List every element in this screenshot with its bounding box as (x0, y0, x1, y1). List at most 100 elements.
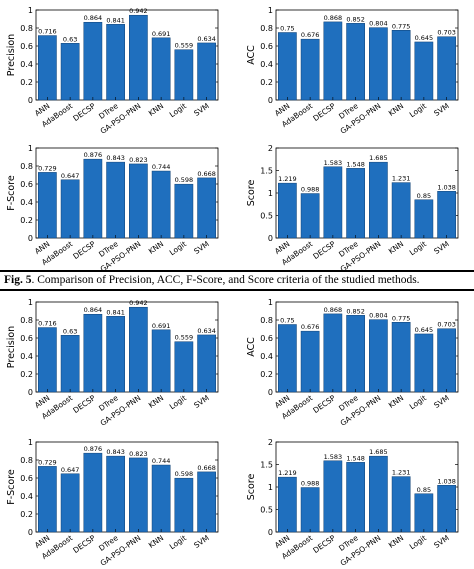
score-top-ytick-label: 2 (268, 144, 273, 153)
precision-bottom-bar (106, 316, 125, 393)
acc-bottom-ytick-label: 0.2 (260, 370, 273, 379)
precision-top-ytick-label: 1 (28, 6, 33, 15)
precision-bottom-bar-value-label: 0.841 (106, 308, 125, 316)
fscore-top-ytick-label: 0.4 (20, 198, 33, 207)
acc-top-bar-value-label: 0.645 (415, 34, 434, 42)
score-top-bar (414, 199, 434, 239)
acc-top-xtick-label: DECSP (311, 101, 337, 123)
precision-bottom-bar (197, 334, 216, 393)
acc-top-xtick-label: Logit (408, 101, 428, 119)
acc-bottom-xtick-label: SVM (432, 393, 451, 410)
acc-bottom-ytick-label: 0.8 (260, 316, 273, 325)
precision-top-axes-box (35, 9, 219, 101)
fscore-top-bar (60, 179, 80, 239)
precision-bottom-bar-value-label: 0.716 (38, 320, 57, 328)
score-top-bar (323, 166, 343, 239)
figure-panel-bottom: 0 0.2 0.4 0.6 0.8 1 Precision 0.716 ANN 0.63 AdaBo… (0, 290, 474, 569)
fscore-top-chart: 00.20.40.60.81F-Score0.729ANN0.647AdaBoo… (6, 144, 219, 270)
precision-top-chart: 00.20.40.60.81Precision0.716ANN0.63AdaBo… (6, 6, 219, 136)
figure-caption: Fig. 5. Comparison of Precision, ACC, F-… (4, 272, 470, 289)
fscore-bottom-bar (60, 473, 80, 533)
score-bottom-ylabel: Score (246, 474, 257, 501)
fscore-top-bar-value-label: 0.823 (129, 156, 148, 164)
precision-bottom-chart: 00.20.40.60.81Precision0.716ANN0.63AdaBo… (6, 298, 219, 428)
acc-top-xtick-label: KNN (387, 101, 405, 118)
fscore-bottom-bar-value-label: 0.876 (84, 445, 103, 453)
precision-bottom-ytick-label: 0.6 (20, 334, 33, 343)
precision-top-bar (151, 37, 171, 101)
fscore-bottom-bar (83, 452, 103, 533)
score-top-ytick-label: 1.5 (260, 167, 273, 176)
acc-bottom-bar-value-label: 0.75 (280, 317, 294, 325)
score-bottom-bar (391, 476, 411, 533)
score-top-bar (278, 182, 297, 239)
fscore-top-bar-value-label: 0.668 (197, 170, 216, 178)
precision-bottom-bar-value-label: 0.942 (129, 299, 148, 307)
acc-bottom-bar (437, 328, 456, 393)
acc-bottom-ylabel: ACC (246, 337, 257, 357)
precision-top-bar (129, 14, 148, 101)
acc-top-bar (300, 38, 320, 101)
score-bottom-bar-value-label: 1.038 (437, 477, 456, 485)
precision-top-xtick-label: SVM (192, 101, 211, 118)
acc-top-bar (278, 32, 297, 101)
fscore-top-ylabel: F-Score (6, 175, 17, 211)
score-bottom-bar-value-label: 1.231 (392, 469, 411, 477)
fscore-top-xtick-label: KNN (147, 239, 165, 256)
fscore-top-bar-value-label: 0.598 (175, 176, 194, 184)
score-bottom-ytick-label: 0 (268, 528, 273, 537)
precision-top-bar-value-label: 0.864 (84, 14, 103, 22)
precision-top-ytick-label: 0.4 (20, 60, 33, 69)
score-bottom-ytick-label: 1 (268, 483, 273, 492)
acc-bottom-axes-box (275, 301, 459, 393)
acc-top-ytick-label: 0.6 (260, 42, 273, 51)
precision-top-xtick-label: DECSP (71, 101, 97, 123)
fscore-bottom-bar-value-label: 0.729 (38, 458, 57, 466)
fscore-top-ytick-label: 0.8 (20, 162, 33, 171)
acc-top-bar (369, 27, 388, 101)
acc-top-ytick-label: 0.4 (260, 60, 273, 69)
acc-top-bar-value-label: 0.75 (280, 25, 294, 33)
acc-bottom-ytick-label: 0 (268, 388, 273, 397)
fscore-bottom-bar (151, 464, 171, 533)
acc-bottom-xtick-label: KNN (387, 393, 405, 410)
precision-bottom-xtick-label: DECSP (71, 393, 97, 415)
fscore-top-bar-value-label: 0.744 (152, 163, 171, 171)
acc-bottom-bar (414, 333, 434, 393)
fscore-top-bar-value-label: 0.729 (38, 164, 57, 172)
fscore-bottom-bar (129, 457, 148, 533)
score-bottom-bar-value-label: 1.219 (278, 469, 297, 477)
score-top-bar (300, 193, 320, 239)
score-bottom-bar (437, 485, 456, 533)
acc-bottom-bar-value-label: 0.775 (392, 314, 411, 322)
fscore-bottom-ytick-label: 1 (28, 438, 33, 447)
precision-bottom-xtick-label: SVM (192, 393, 211, 410)
fscore-bottom-bar-value-label: 0.744 (152, 457, 171, 465)
acc-top-ytick-label: 0.8 (260, 24, 273, 33)
precision-bottom-bar-value-label: 0.559 (175, 334, 194, 342)
precision-bottom-ytick-label: 0.2 (20, 370, 33, 379)
fscore-bottom-bar (38, 466, 57, 533)
acc-bottom-bar-value-label: 0.703 (437, 321, 456, 329)
score-top-ytick-label: 0.5 (260, 212, 273, 221)
score-top-bar-value-label: 0.988 (301, 186, 320, 194)
precision-top-ytick-label: 0.2 (20, 78, 33, 87)
score-bottom-bar-value-label: 0.85 (417, 486, 431, 494)
fscore-bottom-bar (197, 471, 216, 533)
score-bottom-ytick-label: 0.5 (260, 506, 273, 515)
fscore-bottom-ylabel: F-Score (6, 469, 17, 505)
score-bottom-ytick-label: 2 (268, 438, 273, 447)
score-top-ylabel: Score (246, 180, 257, 207)
figure-panel-top: 0 0.2 0.4 0.6 0.8 1 Precision 0.716 ANN 0.63 AdaBo… (0, 0, 474, 270)
score-top-bar-value-label: 1.685 (369, 154, 388, 162)
fscore-bottom-xtick-label: Logit (168, 533, 188, 551)
score-bottom-xtick-label: DECSP (311, 533, 337, 555)
score-bottom-bar (414, 493, 434, 533)
acc-top-ytick-label: 1 (268, 6, 273, 15)
score-top-xtick-label: KNN (387, 239, 405, 256)
score-top-xtick-label: Logit (408, 239, 428, 257)
precision-top-bar (60, 43, 80, 101)
score-bottom-bar-value-label: 1.685 (369, 448, 388, 456)
fscore-bottom-ytick-label: 0.4 (20, 492, 33, 501)
caption-rule-top (0, 270, 474, 272)
